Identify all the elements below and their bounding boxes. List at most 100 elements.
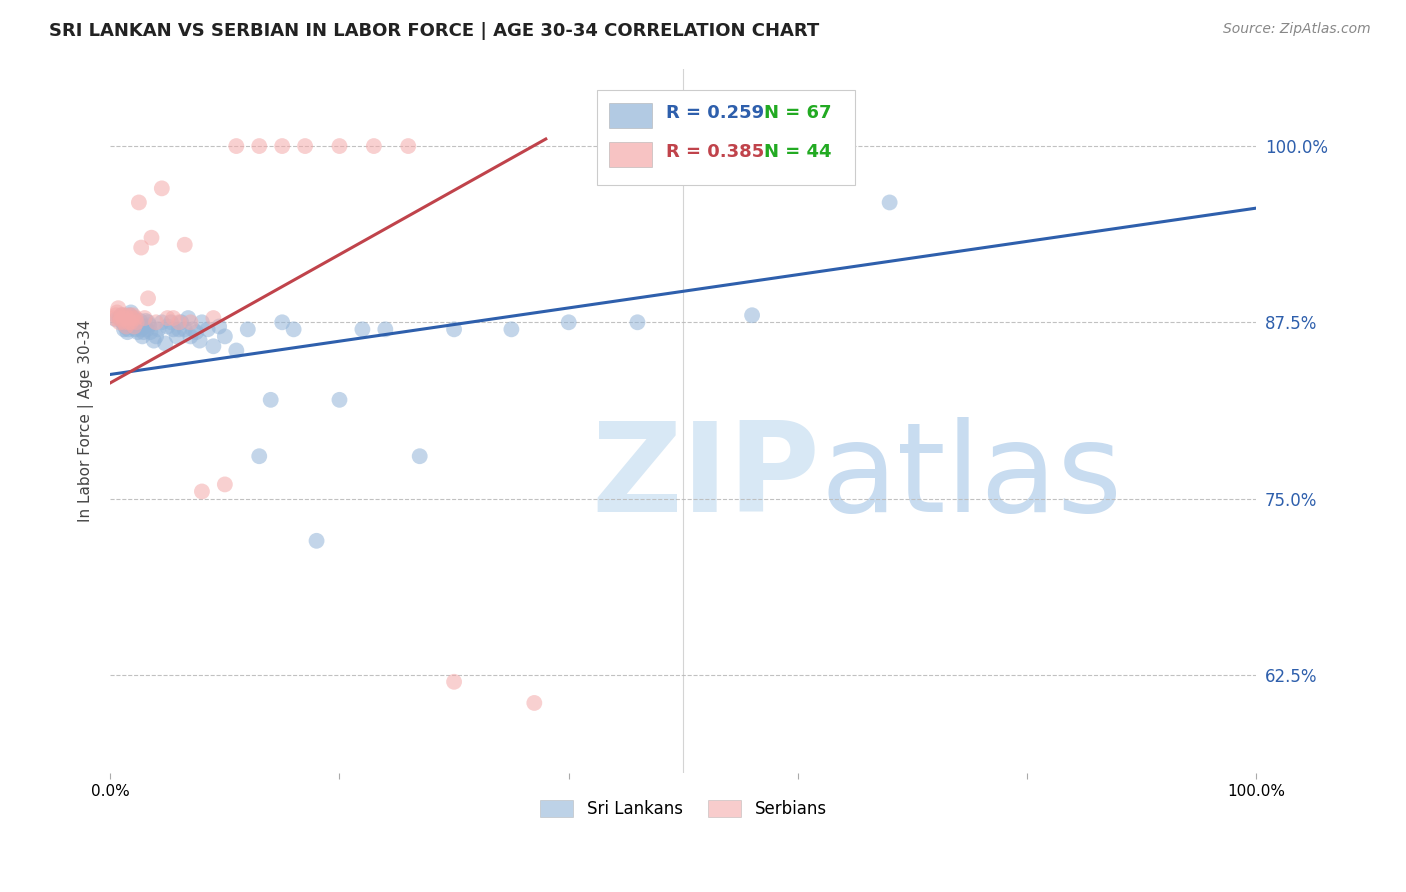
Point [328,139,350,153]
Text: atlas: atlas [821,417,1123,538]
Point [328,392,350,407]
Point [443,674,465,689]
Text: ZIP: ZIP [592,417,820,538]
Point [443,322,465,336]
Point [131,329,153,343]
Point [626,315,648,329]
Text: SRI LANKAN VS SERBIAN IN LABOR FORCE | AGE 30-34 CORRELATION CHART: SRI LANKAN VS SERBIAN IN LABOR FORCE | A… [49,22,820,40]
Point [135,322,157,336]
Point [104,312,127,326]
Point [214,477,236,491]
Point [142,334,165,348]
Point [186,325,208,339]
Point [104,308,127,322]
Point [122,311,145,326]
Point [501,322,523,336]
Point [127,325,149,339]
Point [115,314,138,328]
Point [129,322,152,336]
Point [112,322,135,336]
Point [225,139,247,153]
Point [188,334,211,348]
Point [409,449,432,463]
Point [103,311,125,326]
Point [294,139,316,153]
Point [112,315,135,329]
Point [260,392,283,407]
Text: N = 67: N = 67 [763,104,831,122]
Point [128,319,150,334]
Point [121,315,143,329]
Point [160,315,183,329]
Point [741,308,763,322]
Point [167,315,190,329]
Point [117,325,139,339]
Point [115,319,138,334]
Point [148,322,170,336]
Bar [609,103,652,128]
FancyBboxPatch shape [598,90,855,185]
Point [134,311,156,326]
Point [181,322,204,336]
Point [114,308,136,322]
Point [156,319,179,334]
Point [271,139,294,153]
Point [139,325,162,339]
Point [396,139,419,153]
Point [117,315,139,329]
Point [162,322,184,336]
Point [247,139,270,153]
Point [111,311,134,326]
Point [120,305,142,319]
Point [136,315,159,329]
Point [208,319,231,334]
Point [150,315,173,329]
Text: R = 0.385: R = 0.385 [666,143,765,161]
Point [125,315,148,329]
Text: R = 0.259: R = 0.259 [666,104,765,122]
Point [145,315,167,329]
Point [173,322,195,336]
Point [202,311,225,326]
Point [120,315,142,329]
Point [108,311,131,326]
Point [121,311,143,326]
Point [132,325,155,339]
Point [352,322,374,336]
Point [136,291,159,305]
Point [118,308,141,322]
Point [122,308,145,322]
Y-axis label: In Labor Force | Age 30-34: In Labor Force | Age 30-34 [79,319,94,522]
Bar [609,142,652,167]
Point [363,139,385,153]
Point [145,329,167,343]
Point [111,308,134,322]
Point [107,301,129,316]
Point [523,696,546,710]
Point [179,329,201,343]
Point [124,319,146,334]
Point [118,308,141,322]
Legend: Sri Lankans, Serbians: Sri Lankans, Serbians [533,794,834,825]
Point [125,315,148,329]
Point [128,195,150,210]
Point [156,311,179,326]
Point [114,319,136,334]
Point [124,322,146,336]
Point [191,484,214,499]
Point [879,195,901,210]
Point [135,314,157,328]
Point [134,319,156,334]
Point [173,237,195,252]
Text: Source: ZipAtlas.com: Source: ZipAtlas.com [1223,22,1371,37]
Point [124,311,146,326]
Point [197,322,219,336]
Point [177,311,200,326]
Point [117,311,139,326]
Point [155,336,177,351]
Point [283,322,305,336]
Point [117,322,139,336]
Point [167,322,190,336]
Point [247,449,270,463]
Point [138,318,160,332]
